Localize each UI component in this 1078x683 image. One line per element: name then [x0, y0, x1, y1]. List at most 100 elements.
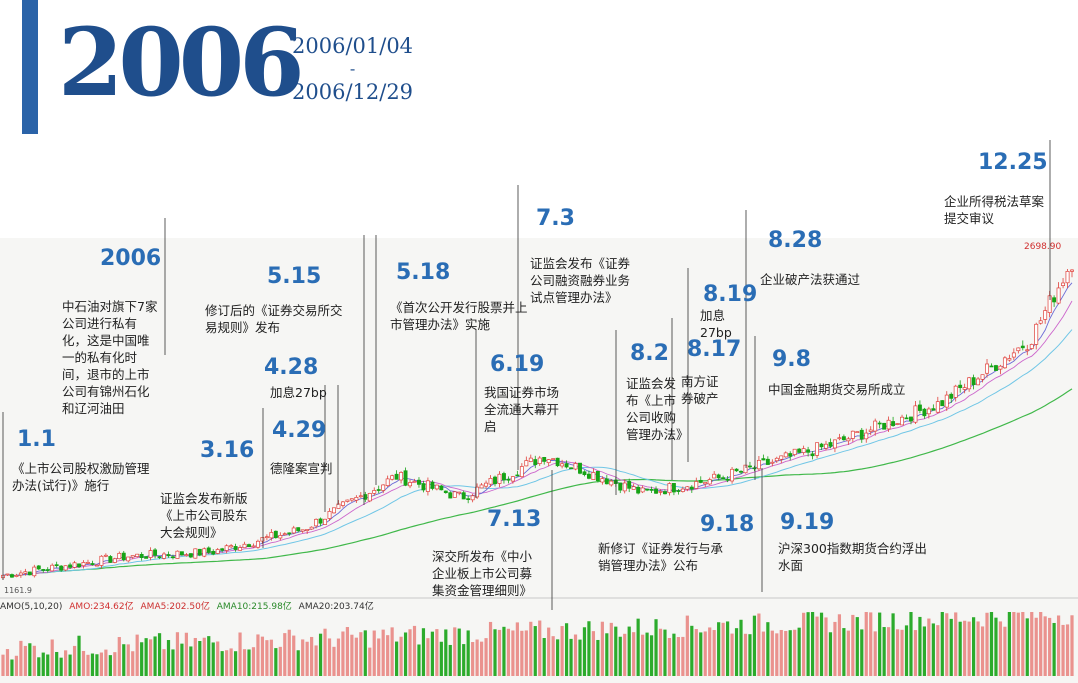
volume-bar: [283, 633, 287, 676]
candle-body: [582, 471, 587, 476]
candle-body: [555, 457, 560, 467]
event-text-5-15: 修订后的《证券交易所交易规则》发布: [205, 303, 343, 335]
candle-body: [716, 474, 721, 479]
candle-body: [349, 498, 354, 501]
volume-bar: [708, 627, 712, 676]
volume-bar: [162, 649, 166, 676]
volume-bar: [233, 651, 238, 676]
volume-bar: [140, 642, 144, 676]
candle-body: [403, 470, 408, 486]
volume-bar: [399, 636, 403, 676]
volume-bar: [32, 645, 36, 676]
candle-body: [238, 547, 243, 551]
candle-body: [542, 457, 547, 462]
volume-bar: [113, 652, 117, 676]
candle-body: [479, 484, 484, 489]
volume-bar: [658, 628, 663, 676]
candle-body: [752, 467, 757, 470]
candle-body: [461, 492, 466, 500]
event-date-8-2: 8.2: [630, 341, 669, 366]
volume-bar: [860, 629, 864, 676]
volume-bar: [421, 628, 426, 676]
candle-body: [278, 535, 283, 539]
candle-body: [211, 551, 216, 555]
candle-body: [90, 563, 95, 565]
volume-bar: [117, 637, 121, 676]
date-separator: -: [349, 59, 356, 78]
candle-body: [627, 481, 632, 489]
candle-body: [658, 491, 663, 493]
candle-body: [564, 463, 569, 468]
volume-bar: [967, 621, 971, 676]
candle-body: [305, 529, 310, 531]
candle-body: [260, 537, 265, 542]
candle-body: [23, 571, 28, 574]
candle-body: [367, 493, 372, 502]
candle-body: [761, 458, 766, 461]
candle-body: [327, 510, 332, 519]
volume-bar: [457, 628, 461, 676]
volume-bar: [748, 634, 752, 676]
volume-bar: [810, 612, 815, 676]
candle-body: [868, 429, 873, 432]
volume-bar: [985, 612, 989, 676]
volume-bar: [690, 625, 694, 676]
candle-body: [197, 548, 202, 556]
volume-bar: [426, 638, 430, 676]
volume-bar: [752, 615, 757, 676]
candle-body: [421, 483, 426, 491]
volume-bar: [971, 617, 976, 676]
candle-body: [519, 466, 524, 478]
candle-body: [595, 470, 600, 482]
candle-body: [980, 374, 985, 380]
candle-body: [296, 527, 301, 532]
candle-body: [99, 555, 104, 566]
candle-body: [45, 569, 50, 571]
volume-bar: [341, 631, 345, 676]
candle-body: [685, 486, 690, 490]
volume-bar: [784, 630, 788, 676]
candle-body: [336, 503, 341, 509]
volume-bar: [904, 625, 909, 676]
volume-bar: [354, 637, 358, 676]
candle-body: [488, 477, 493, 485]
candle-body: [533, 459, 538, 466]
volume-bar: [175, 632, 180, 676]
event-date-6-19: 6.19: [490, 352, 545, 377]
candle-body: [926, 408, 931, 415]
candle-body: [649, 489, 654, 491]
candle-body: [828, 442, 833, 447]
candle-body: [291, 527, 296, 534]
candle-body: [756, 459, 761, 470]
candle-body: [1025, 349, 1030, 352]
candle-body: [408, 482, 412, 487]
candle-body: [425, 480, 430, 492]
volume-bar: [462, 644, 466, 676]
candle-body: [470, 495, 475, 501]
event-text-4-28: 加息27bp: [270, 385, 327, 400]
candle-body: [877, 422, 882, 425]
volume-bar: [1003, 626, 1007, 676]
candle-body: [372, 490, 377, 494]
candle-body: [287, 532, 292, 535]
candle-body: [895, 423, 900, 425]
volume-bar: [515, 622, 519, 676]
volume-bar: [184, 632, 188, 676]
candle-body: [667, 483, 672, 494]
candle-body: [502, 473, 506, 481]
candle-body: [765, 458, 770, 465]
amo-value: AMO:234.62亿: [69, 602, 134, 612]
candle-body: [949, 393, 954, 399]
candle-body: [86, 562, 90, 564]
volume-bar: [721, 622, 725, 676]
candle-body: [900, 416, 904, 426]
volume-bar: [81, 650, 86, 676]
candle-body: [448, 492, 453, 499]
candle-body: [466, 498, 471, 501]
volume-bar: [484, 638, 488, 676]
volume-bar: [976, 621, 980, 676]
candle-body: [560, 463, 565, 467]
candle-body: [59, 565, 64, 571]
volume-bar: [739, 619, 743, 676]
volume-bar: [207, 636, 211, 676]
